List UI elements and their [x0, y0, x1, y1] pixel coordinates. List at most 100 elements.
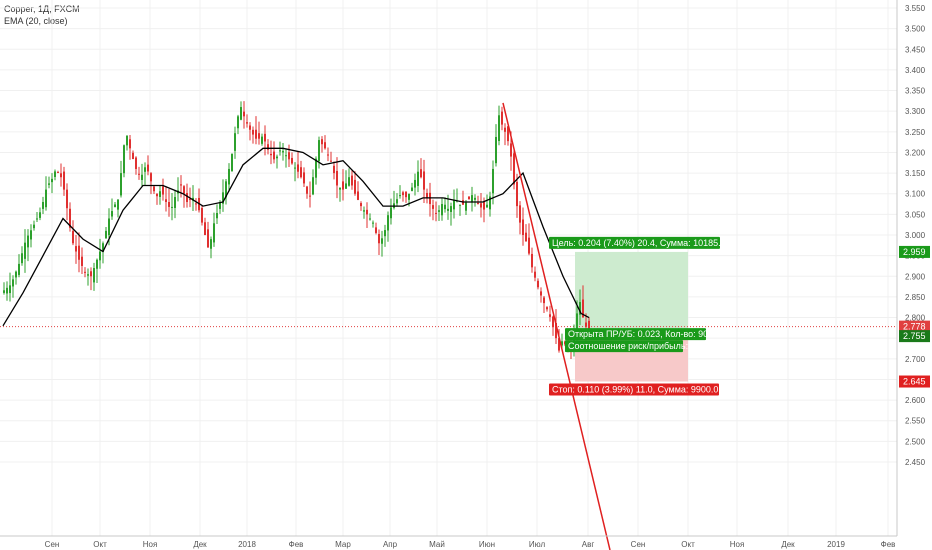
y-tick-label: 3.350: [905, 87, 926, 96]
candle-body: [324, 142, 326, 149]
candle-body: [72, 231, 74, 244]
candle-body: [432, 205, 434, 209]
x-tick-label: Май: [429, 540, 445, 549]
candle-body: [477, 202, 479, 205]
candle-body: [588, 320, 590, 330]
candle-body: [543, 297, 545, 304]
candle-body: [300, 167, 302, 178]
candle-body: [252, 129, 254, 135]
trade-labels[interactable]: Цель: 0.204 (7.40%) 20.4, Сумма: 10185.4…: [549, 236, 731, 396]
ema-line: [2, 147, 590, 327]
candle-body: [54, 171, 56, 177]
candle-body: [576, 313, 578, 331]
candle-body: [228, 168, 230, 185]
candle-body: [372, 222, 374, 224]
entry-price-tag: 2.755: [903, 331, 926, 341]
candle-body: [309, 195, 311, 197]
candle-body: [276, 156, 278, 159]
candle-body: [555, 322, 557, 339]
y-axis: 3.550 3.500 3.450 3.400 3.350 3.300 3.250 3.200…: [896, 0, 932, 550]
y-tick-label: 3.300: [905, 107, 926, 116]
candle-body: [426, 192, 428, 198]
candle-body: [162, 186, 164, 195]
target-label-bg: [549, 236, 720, 249]
x-tick-label: Сен: [45, 540, 60, 549]
candle-body: [465, 202, 467, 211]
symbol-title[interactable]: Copper, 1Д, FXCM: [4, 4, 80, 14]
candle-body: [312, 177, 314, 195]
candle-body: [153, 186, 155, 192]
candle-body: [390, 207, 392, 219]
candle-body: [258, 133, 260, 139]
x-tick-label: Июн: [479, 540, 495, 549]
x-tick-label: Сен: [631, 540, 646, 549]
candle-body: [282, 151, 284, 153]
candle-body: [336, 170, 338, 186]
candle-body: [183, 186, 185, 194]
stop-label-text: Стоп: 0.110 (3.99%) 11.0, Сумма: 9900.01: [552, 385, 723, 395]
candle-body: [327, 154, 329, 156]
candle-body: [33, 224, 35, 229]
candle-body: [81, 256, 83, 266]
candle-body: [444, 204, 446, 210]
y-tick-label: 2.800: [905, 314, 926, 323]
chart-grid: [0, 0, 897, 536]
candle-body: [15, 271, 17, 278]
candle-body: [111, 211, 113, 217]
candle-body: [264, 133, 266, 142]
candle-body: [93, 268, 95, 283]
x-tick-label: Окт: [93, 540, 107, 549]
candle-body: [63, 171, 65, 190]
y-tick-label: 3.200: [905, 148, 926, 157]
candle-body: [534, 271, 536, 278]
x-tick-label: Фев: [881, 540, 896, 549]
candle-body: [522, 219, 524, 235]
candle-body: [234, 133, 236, 151]
x-tick-label: Июл: [529, 540, 546, 549]
y-tick-label: 3.400: [905, 66, 926, 75]
candle-body: [489, 196, 491, 210]
candle-body: [450, 206, 452, 212]
candle-body: [486, 204, 488, 208]
candle-body: [516, 181, 518, 207]
candle-body: [210, 239, 212, 249]
candle-body: [36, 218, 38, 220]
candle-body: [360, 203, 362, 207]
chart-legend: Copper, 1Д, FXCM EMA (20, close): [4, 3, 80, 27]
candle-body: [246, 122, 248, 124]
candle-body: [216, 212, 218, 219]
candle-body: [501, 111, 503, 125]
candle-body: [225, 181, 227, 198]
trendline[interactable]: [502, 102, 611, 550]
stop-label: Стоп: 0.110 (3.99%) 11.0, Сумма: 9900.01: [549, 383, 723, 396]
indicator-title[interactable]: EMA (20, close): [4, 16, 68, 26]
candle-body: [579, 302, 581, 315]
candle-body: [273, 151, 275, 160]
candle-body: [417, 171, 419, 186]
candle-body: [546, 307, 548, 310]
candle-body: [303, 172, 305, 184]
open-label: Открыта ПР/УБ: 0.023, Кол-во: 909: [565, 328, 713, 341]
y-tick-label: 3.500: [905, 25, 926, 34]
y-tick-label: 3.450: [905, 45, 926, 54]
candle-body: [123, 145, 125, 174]
candle-body: [87, 274, 89, 276]
x-tick-label: Ноя: [730, 540, 745, 549]
candle-body: [420, 169, 422, 178]
candle-body: [138, 173, 140, 175]
candle-body: [399, 195, 401, 197]
candle-body: [243, 111, 245, 117]
candle-body: [498, 115, 500, 141]
candle-body: [156, 193, 158, 197]
candle-body: [84, 271, 86, 273]
candle-body: [294, 167, 296, 169]
candle-body: [549, 314, 551, 317]
candle-body: [9, 285, 11, 294]
candle-body: [147, 164, 149, 172]
candle-body: [366, 209, 368, 215]
candle-body: [108, 218, 110, 236]
y-tick-label: 2.500: [905, 437, 926, 446]
candle-body: [48, 183, 50, 185]
candle-body: [231, 153, 233, 172]
